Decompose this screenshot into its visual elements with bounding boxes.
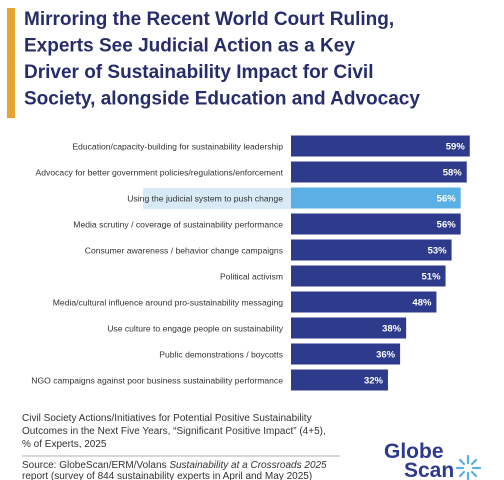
source-suffix: report (survey of 844 sustainability exp… (22, 471, 312, 480)
bar (291, 265, 446, 287)
category-label: Use culture to engage people on sustaina… (107, 323, 284, 333)
category-label: NGO campaigns against poor business sust… (31, 375, 283, 385)
source-prefix: Source: GlobeScan/ERM/Volans (22, 460, 169, 471)
value-label: 58% (443, 168, 463, 179)
bar (291, 213, 461, 235)
bar (291, 317, 407, 339)
chart-title: Experts See Judicial Action as a Key (24, 36, 355, 57)
logo-icon (455, 454, 482, 480)
category-label: Public demonstrations / boycotts (159, 349, 283, 359)
category-label: Using the judicial system to push change (127, 193, 283, 203)
source-title: Sustainability at a Crossroads 2025 (169, 460, 327, 471)
category-label: Media/cultural influence around pro-sust… (53, 297, 283, 307)
source: Source: GlobeScan/ERM/Volans Sustainabil… (22, 460, 327, 471)
bar (291, 135, 470, 157)
bar (291, 291, 437, 313)
value-label: 51% (422, 272, 442, 283)
category-label: Education/capacity-building for sustaina… (72, 141, 283, 151)
chart-title: Mirroring the Recent World Court Ruling, (24, 9, 394, 30)
note: Civil Society Actions/Initiatives for Po… (22, 413, 312, 424)
category-label: Consumer awareness / behavior change cam… (85, 245, 283, 255)
value-label: 36% (376, 350, 396, 361)
value-label: 32% (364, 376, 384, 387)
chart-title: Driver of Sustainability Impact for Civi… (24, 62, 373, 83)
note: % of Experts, 2025 (22, 439, 107, 450)
logo-text: Globe (384, 440, 444, 463)
value-label: 53% (428, 246, 448, 257)
note: Outcomes in the Next Five Years, “Signif… (22, 426, 326, 437)
value-label: 56% (437, 194, 457, 205)
logo-text: Scan (404, 459, 454, 480)
highlight-band (143, 188, 291, 209)
value-label: 56% (437, 220, 457, 231)
category-label: Media scrutiny / coverage of sustainabil… (73, 219, 283, 229)
chart-title: Society, alongside Education and Advocac… (24, 89, 420, 110)
bar (291, 343, 401, 365)
bar (291, 161, 467, 183)
value-label: 59% (446, 142, 466, 153)
value-label: 48% (412, 298, 432, 309)
bar (291, 239, 452, 261)
bar (291, 187, 461, 209)
accent-bar (7, 8, 15, 118)
value-label: 38% (382, 324, 402, 335)
bar (291, 369, 388, 391)
category-label: Advocacy for better government policies/… (36, 167, 284, 177)
category-label: Political activism (220, 271, 283, 281)
